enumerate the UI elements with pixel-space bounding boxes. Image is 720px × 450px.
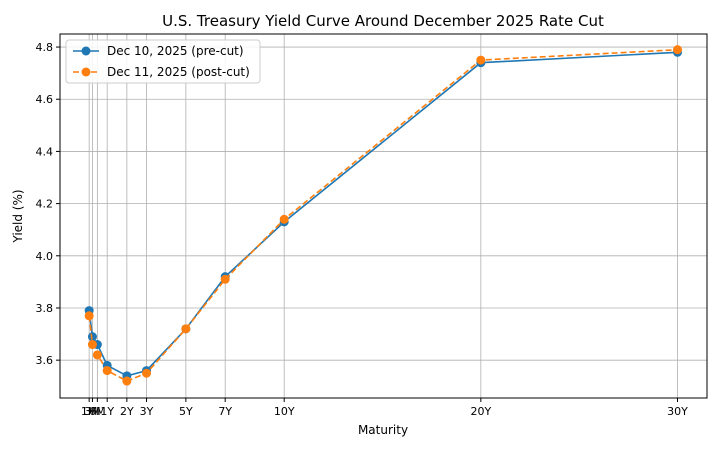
y-tick-label: 4.0: [36, 250, 54, 263]
x-tick-label: 20Y: [470, 405, 491, 418]
series-2-point: [220, 274, 230, 284]
series-2-point: [102, 366, 112, 376]
legend-label-1: Dec 10, 2025 (pre-cut): [107, 44, 244, 58]
legend-marker-2: [81, 67, 91, 77]
y-tick-label: 4.4: [36, 145, 54, 158]
series-2-point: [87, 340, 97, 350]
x-tick-label: 1Y: [100, 405, 114, 418]
chart-title: U.S. Treasury Yield Curve Around Decembe…: [162, 12, 604, 30]
x-axis-label: Maturity: [358, 423, 408, 437]
y-tick-label: 3.6: [36, 354, 54, 367]
plot-frame: [59, 33, 708, 399]
x-tick-label: 3M: [84, 405, 101, 418]
legend-box: [65, 39, 261, 84]
series-layer: [84, 45, 683, 386]
y-tick-label: 3.8: [36, 302, 54, 315]
series-2-point: [84, 311, 94, 321]
legend-label-2: Dec 11, 2025 (post-cut): [107, 65, 250, 79]
x-tick-label: 6M: [89, 405, 106, 418]
series-2-point: [92, 350, 102, 360]
series-2-point: [673, 45, 683, 55]
series-2-point: [476, 55, 486, 65]
x-tick-label: 30Y: [667, 405, 688, 418]
y-axis-label: Yield (%): [11, 189, 25, 243]
legend: Dec 10, 2025 (pre-cut) Dec 11, 2025 (post…: [65, 39, 261, 84]
x-tick-label: 2Y: [120, 405, 134, 418]
y-tick-label: 4.6: [36, 93, 54, 106]
series-line-1: [88, 51, 678, 377]
x-tick-label: 5Y: [179, 405, 193, 418]
y-tick-label: 4.8: [36, 41, 54, 54]
x-tick-label: 7Y: [218, 405, 232, 418]
grid-layer: [60, 34, 707, 398]
series-1-point: [87, 332, 97, 342]
series-2-point: [181, 324, 191, 334]
x-tick-label: 10Y: [274, 405, 295, 418]
x-tick-label: 1M: [81, 405, 98, 418]
series-2-point: [279, 214, 289, 224]
y-tick-label: 4.2: [36, 198, 54, 211]
series-2-point: [142, 368, 152, 378]
series-2-point: [122, 376, 132, 386]
x-tick-label: 3Y: [140, 405, 154, 418]
legend-marker-1: [81, 46, 91, 56]
